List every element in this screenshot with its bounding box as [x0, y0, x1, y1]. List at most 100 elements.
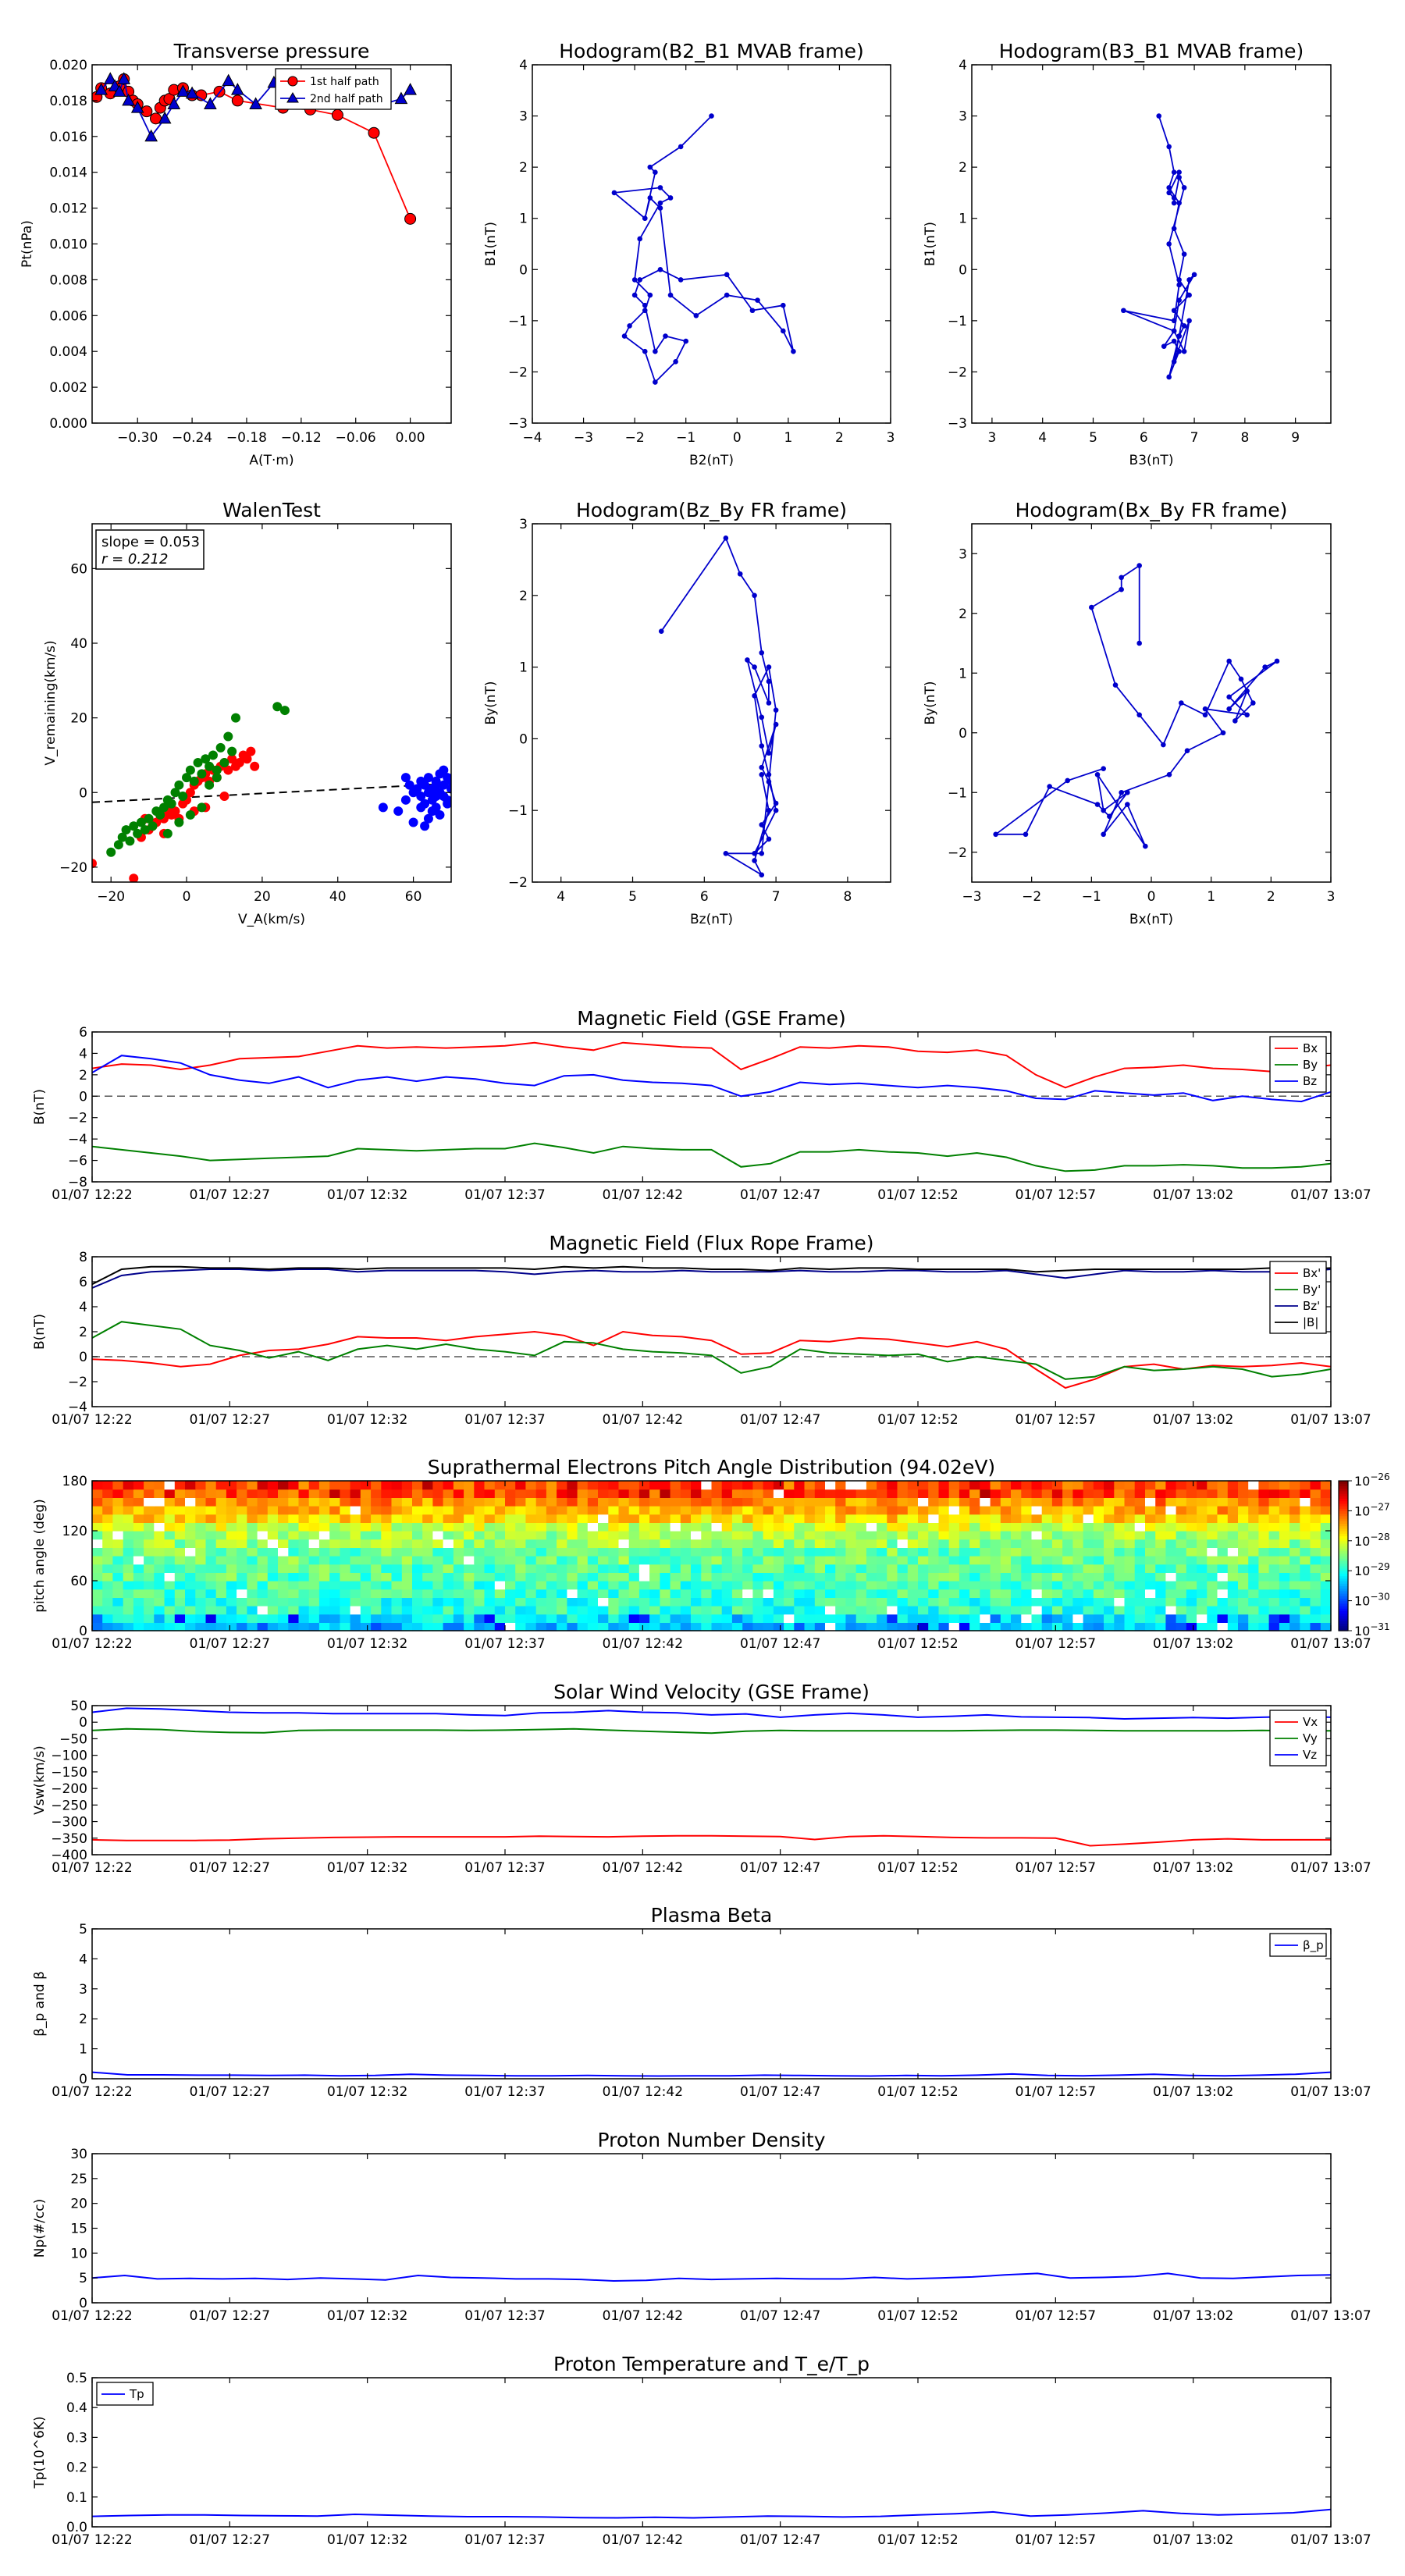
colorbar-step — [1339, 1518, 1348, 1521]
heatmap-cell — [422, 1622, 433, 1631]
x-tick-label: −0.06 — [336, 430, 376, 446]
heatmap-cell — [546, 1597, 557, 1606]
heatmap-cell — [92, 1597, 103, 1606]
heatmap-cell — [608, 1556, 620, 1565]
heatmap-cell — [814, 1522, 826, 1532]
heatmap-cell — [247, 1531, 258, 1540]
heatmap-cell — [1289, 1597, 1300, 1606]
heatmap-cell — [525, 1564, 537, 1573]
heatmap-cell — [133, 1581, 144, 1590]
heatmap-cell — [1093, 1506, 1104, 1515]
heatmap-cell — [649, 1581, 660, 1590]
heatmap-cell — [938, 1556, 950, 1565]
heatmap-cell — [443, 1581, 454, 1590]
heatmap-cell — [721, 1522, 733, 1532]
heatmap-cell — [1197, 1489, 1208, 1498]
heatmap-cell — [123, 1556, 134, 1565]
heatmap-cell — [185, 1606, 196, 1615]
heatmap-cell — [371, 1597, 382, 1606]
data-point — [170, 806, 180, 817]
heatmap-cell — [701, 1597, 713, 1606]
heatmap-cell — [1217, 1522, 1229, 1532]
heatmap-cell — [391, 1581, 403, 1590]
heatmap-cell — [649, 1556, 660, 1565]
heatmap-cell — [1268, 1589, 1280, 1598]
heatmap-cell — [938, 1481, 950, 1490]
heatmap-cell — [525, 1597, 537, 1606]
plot-content — [993, 563, 1280, 849]
heatmap-cell — [133, 1614, 144, 1623]
heatmap-cell — [938, 1589, 950, 1598]
heatmap-cell — [164, 1589, 176, 1598]
heatmap-cell — [371, 1497, 382, 1507]
heatmap-cell — [112, 1614, 124, 1623]
heatmap-cell — [525, 1539, 537, 1548]
heatmap-cell — [185, 1489, 196, 1498]
heatmap-cell — [928, 1589, 939, 1598]
heatmap-cell — [1186, 1522, 1197, 1532]
heatmap-cell — [784, 1514, 795, 1523]
chart-title: WalenTest — [222, 499, 321, 521]
heatmap-cell — [1114, 1531, 1126, 1540]
heatmap-cell — [1165, 1489, 1177, 1498]
heatmap-cell — [1155, 1556, 1166, 1565]
heatmap-cell — [92, 1564, 103, 1573]
data-point — [408, 817, 418, 827]
heatmap-cell — [980, 1606, 991, 1615]
heatmap-cell — [267, 1614, 279, 1623]
heatmap-cell — [174, 1614, 186, 1623]
heatmap-cell — [267, 1581, 279, 1590]
heatmap-cell — [866, 1581, 877, 1590]
y-axis-label: By(nT) — [923, 681, 938, 724]
heatmap-cell — [784, 1497, 795, 1507]
x-tick-label: 01/07 12:57 — [1016, 1412, 1096, 1428]
heatmap-cell — [897, 1497, 909, 1507]
heatmap-cell — [577, 1547, 589, 1557]
x-tick-label: 01/07 12:57 — [1016, 2308, 1096, 2324]
heatmap-cell — [1197, 1547, 1208, 1557]
heatmap-cell — [308, 1622, 320, 1631]
axes-frame — [971, 64, 1332, 424]
y-tick-label: −3 — [948, 416, 967, 432]
heatmap-cell — [1145, 1614, 1156, 1623]
heatmap-cell — [804, 1622, 816, 1631]
heatmap-cell — [938, 1547, 950, 1557]
heatmap-cell — [474, 1589, 486, 1598]
heatmap-cell — [1279, 1614, 1290, 1623]
heatmap-cell — [391, 1531, 403, 1540]
data-point — [1202, 712, 1208, 718]
data-point — [1047, 784, 1052, 789]
heatmap-cell — [794, 1481, 806, 1490]
heatmap-cell — [928, 1606, 939, 1615]
heatmap-cell — [226, 1489, 237, 1498]
colorbar-step — [1339, 1590, 1348, 1594]
heatmap-cell — [877, 1572, 887, 1582]
heatmap-cell — [350, 1597, 361, 1606]
heatmap-cell — [505, 1489, 516, 1498]
heatmap-cell — [1217, 1581, 1229, 1590]
heatmap-cell — [505, 1614, 516, 1623]
heatmap-cell — [1072, 1531, 1084, 1540]
heatmap-cell — [752, 1614, 764, 1623]
heatmap-cell — [866, 1606, 877, 1615]
y-tick-label: 1 — [959, 212, 967, 227]
data-point — [166, 799, 176, 809]
heatmap-cell — [855, 1497, 867, 1507]
data-point — [647, 164, 653, 170]
heatmap-cell — [1268, 1606, 1280, 1615]
heatmap-cell — [660, 1581, 671, 1590]
data-point — [637, 277, 642, 283]
heatmap-cell — [907, 1622, 919, 1631]
y-tick-label: 3 — [959, 109, 967, 125]
heatmap-cell — [980, 1547, 991, 1557]
heatmap-cell — [1021, 1489, 1033, 1498]
heatmap-cell — [897, 1589, 909, 1598]
x-tick-label: 1 — [1207, 889, 1215, 905]
heatmap-cell — [1114, 1522, 1126, 1532]
heatmap-cell — [1145, 1531, 1156, 1540]
heatmap-cell — [1093, 1572, 1104, 1582]
heatmap-cell — [618, 1506, 630, 1515]
heatmap-cell — [948, 1531, 960, 1540]
heatmap-cell — [855, 1614, 867, 1623]
